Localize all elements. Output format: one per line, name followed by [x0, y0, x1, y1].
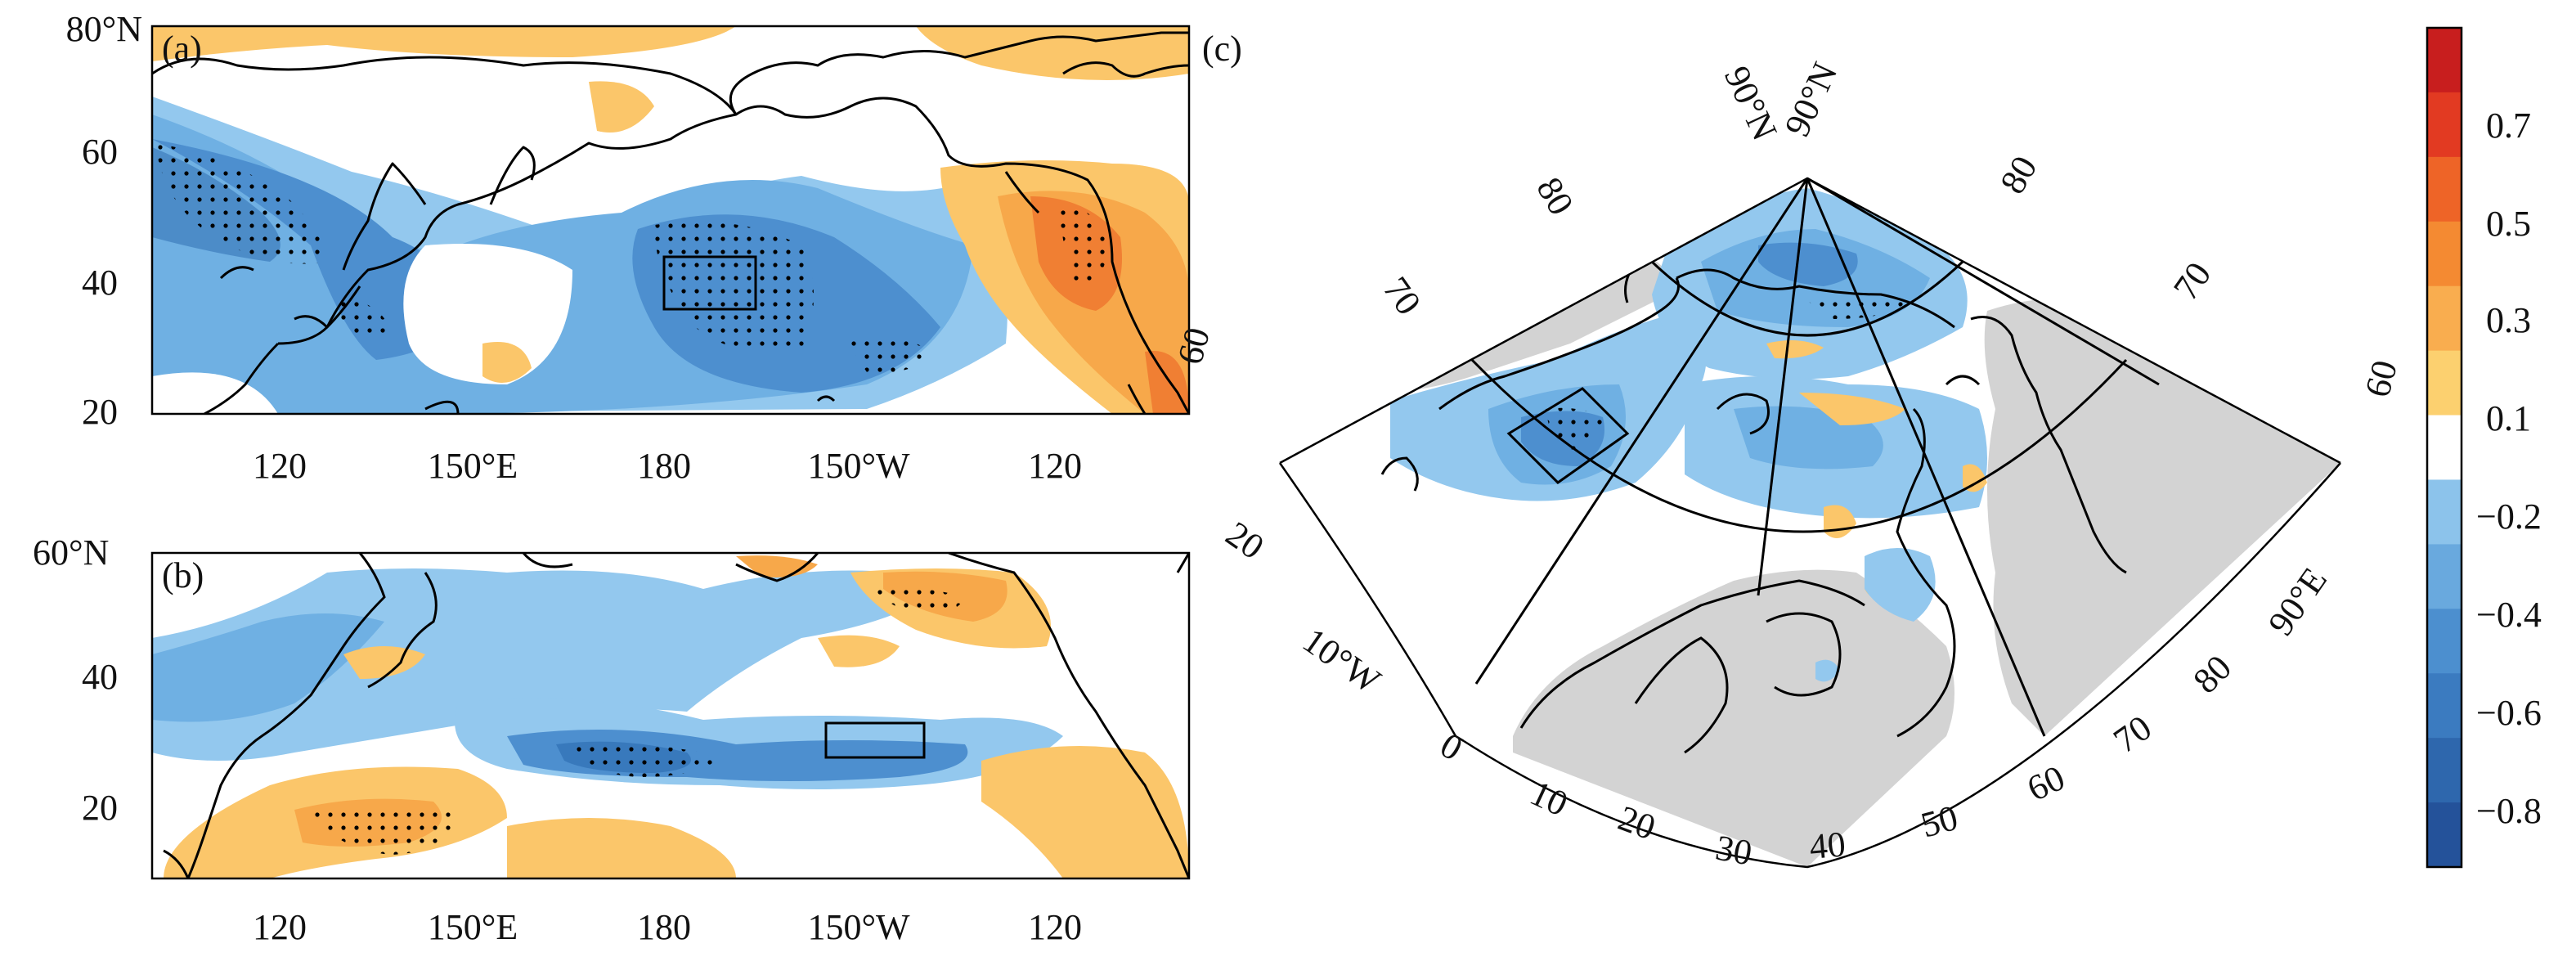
- panel-a-coastlines: [152, 31, 1189, 414]
- colorbar-block: [2427, 285, 2462, 352]
- panel-c-sector-arc-outer: [1463, 462, 2341, 869]
- panel-b-lon-tick: 120: [253, 907, 307, 947]
- panel-c-lat-label-left: 80: [1528, 171, 1581, 222]
- colorbar-block: [2427, 415, 2462, 480]
- panel-c-meridians: [1474, 177, 2160, 737]
- colorbar-tick-label: 0.3: [2486, 300, 2531, 340]
- panel-c-lon-label: 30: [1712, 828, 1755, 874]
- colorbar-tick-label: −0.6: [2476, 693, 2542, 733]
- colorbar-tick-label: 0.7: [2486, 106, 2531, 146]
- panel-c-sector-arc-left: [1278, 462, 1465, 743]
- panel-b-lon-tick: 120: [1028, 907, 1082, 947]
- colorbar-block: [2427, 802, 2462, 868]
- panel-a: (a) 80°N 60 40 20 120 150°E 180 150°W 12…: [66, 9, 1191, 486]
- colorbar-tick-label: −0.4: [2476, 595, 2542, 635]
- panel-b-region-box: [824, 721, 926, 759]
- colorbar-tick-label: −0.8: [2476, 791, 2542, 831]
- colorbar-block: [2427, 156, 2462, 222]
- panel-b-frame: [150, 551, 1191, 880]
- panel-c-lon-label: 70: [2107, 708, 2159, 761]
- panel-c-lon-label: 50: [1917, 798, 1962, 846]
- panel-b-label: (b): [162, 555, 204, 595]
- colorbar-frame: [2426, 26, 2463, 869]
- panel-a-lon-tick: 150°W: [807, 446, 910, 486]
- panel-b-field: [152, 553, 1189, 878]
- colorbar-tick-label: −0.2: [2476, 496, 2542, 537]
- colorbar-block: [2427, 28, 2462, 93]
- panel-a-lon-tick: 180: [637, 446, 691, 486]
- panel-c-lat-label-right: 70: [2165, 255, 2219, 308]
- panel-c-lat-label-right: 80: [1992, 149, 2044, 200]
- panel-b-lon-tick: 150°E: [428, 907, 518, 947]
- panel-a-field: [152, 26, 1189, 414]
- panel-a-lon-tick: 120: [253, 446, 307, 486]
- panel-a-frame: [150, 25, 1191, 416]
- panel-c-lon-label: 80: [2185, 647, 2239, 701]
- panel-a-lat-tick: 40: [82, 263, 118, 303]
- panel-b-lat-tick: 60°N: [33, 532, 109, 573]
- panel-a-lat-tick: 60: [82, 132, 118, 172]
- panel-b-lon-tick: 180: [637, 907, 691, 947]
- panel-c-pole-label: 90°N: [1777, 56, 1846, 142]
- colorbar-tick-label: 0.1: [2486, 398, 2531, 438]
- colorbar-block: [2427, 350, 2462, 416]
- panel-b-coastlines: [163, 553, 1189, 878]
- panel-c: (c) 90°N 90°N 80 70 60 80 70 60 20 10°W …: [1169, 29, 2405, 874]
- panel-a-lat-tick: 80°N: [66, 9, 142, 49]
- colorbar: 0.7 0.5 0.3 0.1 −0.2 −0.4 −0.6 −0.8: [2426, 26, 2542, 869]
- colorbar-blocks: [2427, 28, 2462, 868]
- colorbar-block: [2427, 92, 2462, 158]
- panel-c-lat-label-right: 60: [2357, 356, 2405, 401]
- panel-c-pole-label: 90°N: [1717, 61, 1785, 146]
- panel-c-lat-70-arc: [1470, 358, 2128, 533]
- colorbar-block: [2427, 673, 2462, 739]
- colorbar-block: [2427, 609, 2462, 674]
- panel-c-lon-label-left: 20: [1218, 514, 1271, 567]
- panel-b-lat-tick: 40: [82, 657, 118, 697]
- panel-b-lon-ticks: 120 150°E 180 150°W 120: [253, 907, 1082, 947]
- panel-b-lat-ticks: 60°N 40 20: [33, 532, 118, 828]
- panel-a-region-box: [662, 255, 757, 311]
- panel-b-lat-tick: 20: [82, 788, 118, 828]
- panel-a-lat-ticks: 80°N 60 40 20: [66, 9, 142, 432]
- panel-c-lon-label: 90°E: [2260, 560, 2335, 643]
- panel-c-lon-label: 40: [1808, 824, 1847, 867]
- panel-c-lon-label: 60: [2022, 757, 2071, 809]
- panel-c-lat-80-arc: [1650, 260, 1964, 337]
- panel-b-lon-tick: 150°W: [807, 907, 910, 947]
- panel-c-label: (c): [1202, 29, 1242, 69]
- colorbar-ticks: 0.7 0.5 0.3 0.1 −0.2 −0.4 −0.6 −0.8: [2476, 106, 2542, 831]
- colorbar-block: [2427, 544, 2462, 609]
- panel-a-lon-tick: 150°E: [428, 446, 518, 486]
- panel-c-lat-label-left: 70: [1376, 270, 1429, 322]
- colorbar-block: [2427, 738, 2462, 803]
- panel-c-lon-label: 0: [1434, 725, 1470, 768]
- panel-a-lon-ticks: 120 150°E 180 150°W 120: [253, 446, 1082, 486]
- panel-c-lon-label-left: 10°W: [1295, 620, 1388, 702]
- colorbar-tick-label: 0.5: [2486, 204, 2531, 244]
- panel-a-lat-tick: 20: [82, 392, 118, 432]
- panel-c-region-box: [1506, 387, 1630, 484]
- panel-a-label: (a): [162, 29, 202, 69]
- colorbar-block: [2427, 221, 2462, 287]
- panel-a-lon-tick: 120: [1028, 446, 1082, 486]
- panel-b: (b) 60°N 40 20 120 150°E 180 150°W 120: [33, 532, 1191, 947]
- colorbar-block: [2427, 479, 2462, 545]
